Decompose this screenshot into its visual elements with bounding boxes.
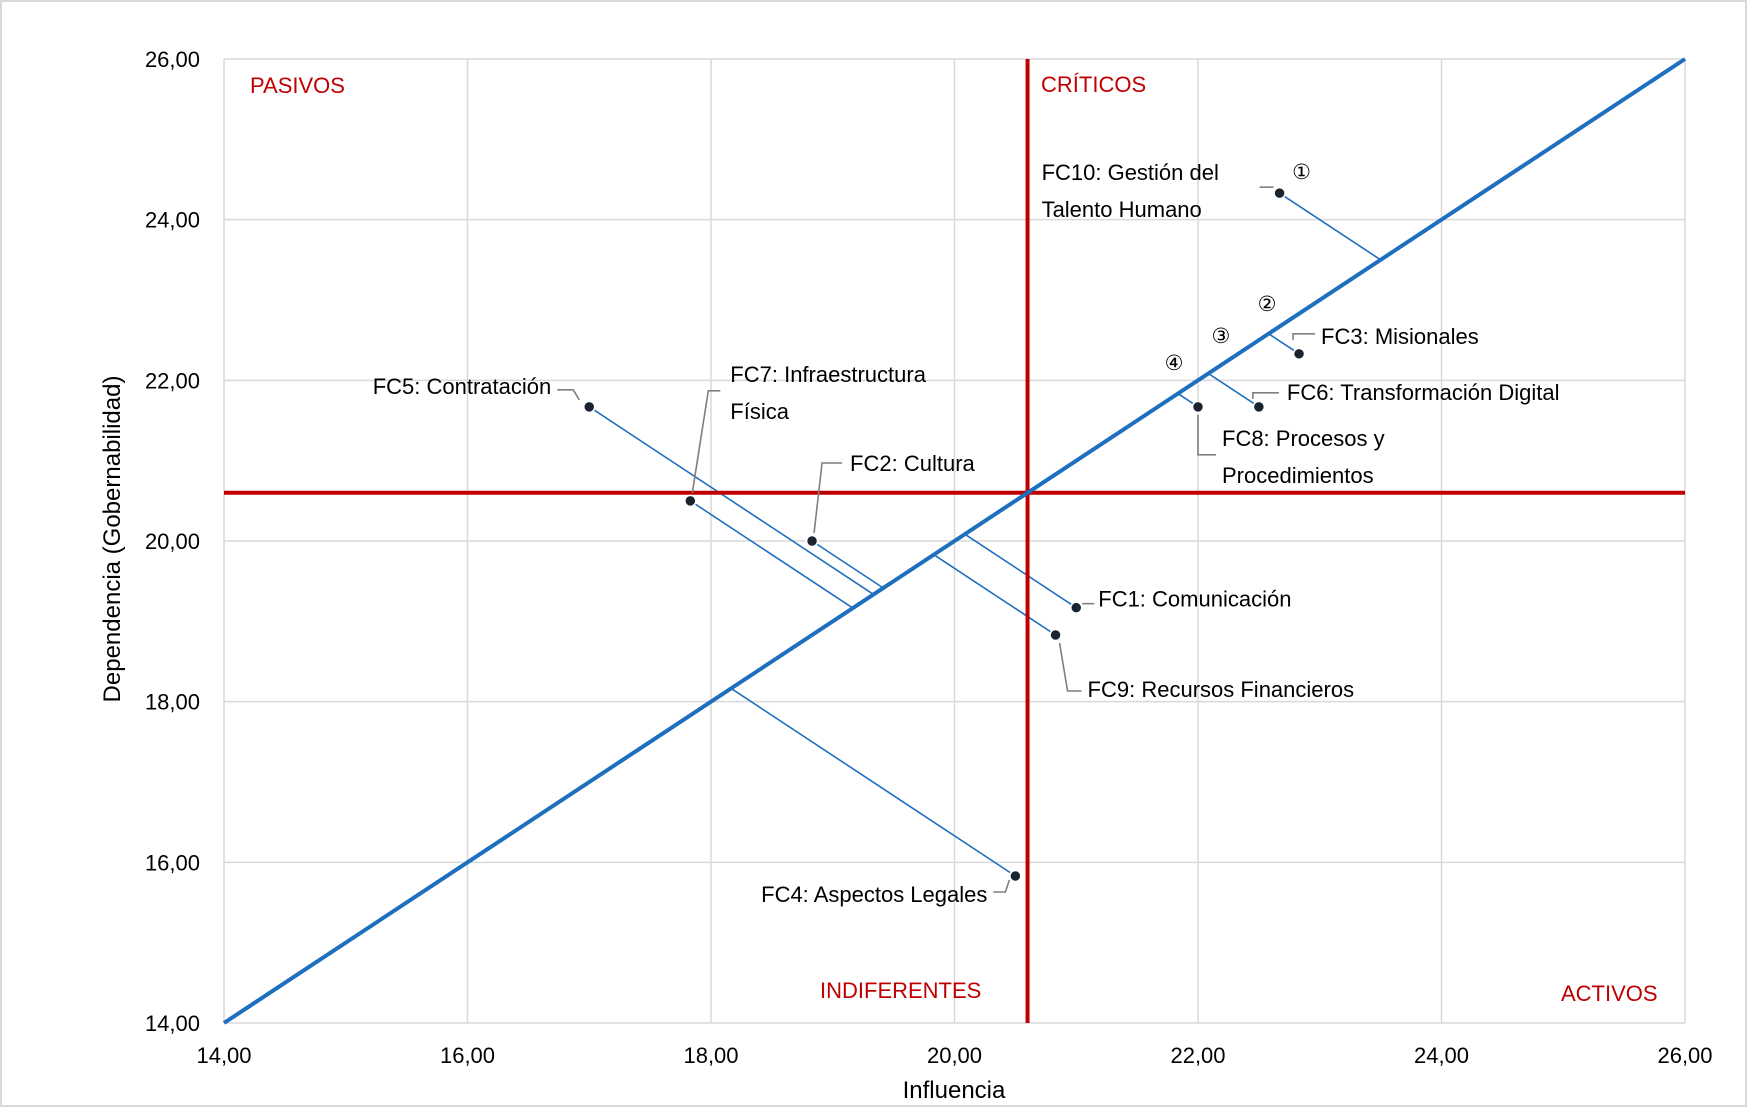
tick-labels: 14,00 16,00 18,00 20,00 22,00 24,00 26,00 14,00… (145, 47, 1713, 1068)
x-axis-title: Influencia (903, 1077, 1006, 1104)
perpendicular-projection-lines (588, 192, 1382, 877)
leader-line-fc7 (691, 390, 721, 493)
projection-line-fc6 (1207, 372, 1260, 408)
y-tick-label: 26,00 (145, 47, 200, 72)
data-point-fc2 (805, 534, 819, 548)
point-label-fc9: FC9: Recursos Financieros (1088, 677, 1355, 702)
quadrant-label-activos: ACTIVOS (1561, 981, 1658, 1006)
x-tick-label: 20,00 (927, 1043, 982, 1068)
threshold-lines (224, 59, 1685, 1023)
ranking-markers: ① ② ③ ④ (1165, 160, 1311, 375)
leader-line-fc5 (557, 389, 580, 401)
projection-line-fc1 (964, 533, 1077, 609)
data-point-fc1 (1070, 601, 1083, 614)
x-tick-label: 22,00 (1170, 1043, 1225, 1068)
rank-marker-fc6: ③ (1211, 324, 1230, 348)
y-tick-label: 22,00 (145, 368, 200, 393)
projection-line-fc9 (933, 553, 1056, 636)
point-label-fc8: FC8: Procesos y (1222, 426, 1385, 451)
projection-line-fc7 (689, 500, 854, 609)
label-leader-lines (557, 186, 1316, 893)
point-label-fc1: FC1: Comunicación (1098, 587, 1291, 612)
y-tick-label: 24,00 (145, 208, 200, 233)
x-tick-label: 16,00 (440, 1043, 495, 1068)
leader-line-fc2 (813, 462, 843, 534)
point-label-fc7: FC7: Infraestructura (730, 362, 926, 387)
x-tick-label: 24,00 (1414, 1043, 1469, 1068)
quadrant-label-criticos: CRÍTICOS (1041, 72, 1146, 97)
diagonal-y-equals-x (222, 57, 1687, 1025)
diagonal-line (222, 57, 1687, 1025)
leader-line-fc9 (1058, 642, 1082, 692)
leader-line-fc6 (1252, 392, 1279, 399)
projection-line-fc5 (588, 406, 874, 596)
rank-marker-fc8: ④ (1165, 351, 1184, 375)
y-tick-label: 14,00 (145, 1011, 200, 1036)
data-point-fc4 (1009, 869, 1022, 883)
x-tick-label: 26,00 (1657, 1043, 1712, 1068)
quadrant-label-pasivos: PASIVOS (250, 73, 345, 98)
leader-line-fc3 (1292, 333, 1316, 340)
data-point-fc6 (1252, 400, 1266, 414)
projection-line-fc4 (730, 687, 1016, 877)
y-axis-title: Dependencia (Gobernabilidad) (99, 376, 126, 703)
point-label-fc10: Talento Humano (1042, 197, 1202, 222)
point-label-fc5: FC5: Contratación (373, 374, 552, 399)
point-label-fc6: FC6: Transformación Digital (1287, 380, 1560, 405)
data-point-fc10 (1273, 186, 1286, 200)
y-tick-label: 20,00 (145, 529, 200, 554)
x-tick-label: 14,00 (196, 1043, 251, 1068)
rank-marker-fc3: ② (1258, 292, 1277, 316)
leader-line-fc8 (1197, 414, 1216, 456)
y-tick-label: 16,00 (145, 850, 200, 875)
rank-marker-fc10: ① (1292, 160, 1311, 184)
data-point-fc8 (1191, 400, 1205, 414)
point-label-fc7: Física (730, 399, 789, 424)
point-label-fc8: Procedimientos (1222, 463, 1374, 488)
point-label-fc10: FC10: Gestión del (1042, 160, 1219, 185)
data-point-fc7 (684, 494, 697, 508)
data-point-fc5 (583, 400, 596, 414)
point-label-fc2: FC2: Cultura (850, 451, 975, 476)
data-points (583, 186, 1306, 883)
projection-line-fc2 (811, 540, 884, 589)
data-point-fc3 (1292, 347, 1306, 361)
leader-line-fc4 (993, 879, 1011, 893)
point-label-fc4: FC4: Aspectos Legales (761, 882, 987, 907)
x-tick-label: 18,00 (683, 1043, 738, 1068)
point-label-fc3: FC3: Misionales (1321, 324, 1479, 349)
quadrant-label-indiferentes: INDIFERENTES (820, 978, 981, 1003)
projection-line-fc10 (1279, 192, 1382, 261)
y-tick-label: 18,00 (145, 690, 200, 715)
data-point-fc9 (1049, 628, 1062, 642)
point-labels: FC10: Gestión del Talento Humano FC3: Misi… (373, 160, 1560, 907)
